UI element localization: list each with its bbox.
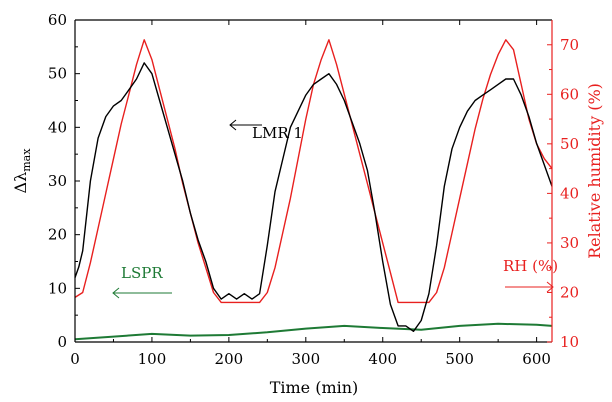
axes-layer: 0 100 200 300 400 500 600 0 10 20 30 40 50 60 10 20 30 40… bbox=[48, 11, 579, 368]
x-tick-label: 300 bbox=[291, 350, 320, 368]
x-tick-label: 200 bbox=[215, 350, 244, 368]
x-tick-label: 500 bbox=[445, 350, 474, 368]
annotation-lmr-arrow-head bbox=[229, 119, 237, 131]
y-left-tick-label: 30 bbox=[48, 172, 67, 190]
x-tick-label: 0 bbox=[70, 350, 80, 368]
plot-area: 0 100 200 300 400 500 600 0 10 20 30 40 50 60 10 20 30 40… bbox=[48, 11, 579, 368]
annotation-lspr-arrow-head bbox=[112, 287, 120, 299]
y-axis-left-title-main: Δλ bbox=[11, 172, 30, 194]
annotation-rh: RH (%) bbox=[503, 257, 558, 293]
annotation-lmr-label: LMR 1 bbox=[252, 124, 303, 142]
y-left-tick-label: 40 bbox=[48, 118, 67, 136]
y-left-tick-label: 10 bbox=[48, 279, 67, 297]
series-layer bbox=[74, 39, 553, 341]
x-axis-title: Time (min) bbox=[270, 378, 359, 397]
annotation-rh-arrow-head bbox=[546, 281, 554, 293]
y-axis-left-title: Δλmax bbox=[11, 148, 33, 194]
y-axis-right-title: Relative humidity (%) bbox=[585, 83, 604, 259]
annotation-rh-label: RH (%) bbox=[503, 257, 558, 275]
y-right-tick-label: 20 bbox=[560, 283, 579, 301]
series-lmr-line bbox=[74, 62, 553, 332]
annotation-lspr: LSPR bbox=[112, 264, 172, 299]
annotation-lmr: LMR 1 bbox=[229, 119, 303, 142]
y-left-tick-label: 60 bbox=[48, 11, 67, 29]
x-tick-label: 600 bbox=[522, 350, 551, 368]
y-left-tick-label: 50 bbox=[48, 65, 67, 83]
y-left-tick-label: 20 bbox=[48, 226, 67, 244]
series-rh-line bbox=[74, 39, 553, 304]
x-tick-label: 400 bbox=[368, 350, 397, 368]
y-right-tick-label: 50 bbox=[560, 135, 579, 153]
y-left-tick-label: 0 bbox=[57, 333, 67, 351]
y-right-tick-label: 60 bbox=[560, 85, 579, 103]
y-right-tick-label: 30 bbox=[560, 234, 579, 252]
x-tick-label: 100 bbox=[138, 350, 167, 368]
series-lspr-line bbox=[74, 322, 553, 341]
y-right-tick-label: 70 bbox=[560, 36, 579, 54]
y-right-tick-label: 40 bbox=[560, 184, 579, 202]
y-right-tick-label: 10 bbox=[560, 333, 579, 351]
y-axis-left-title-sub: max bbox=[20, 148, 33, 172]
annotation-lspr-label: LSPR bbox=[121, 264, 163, 282]
